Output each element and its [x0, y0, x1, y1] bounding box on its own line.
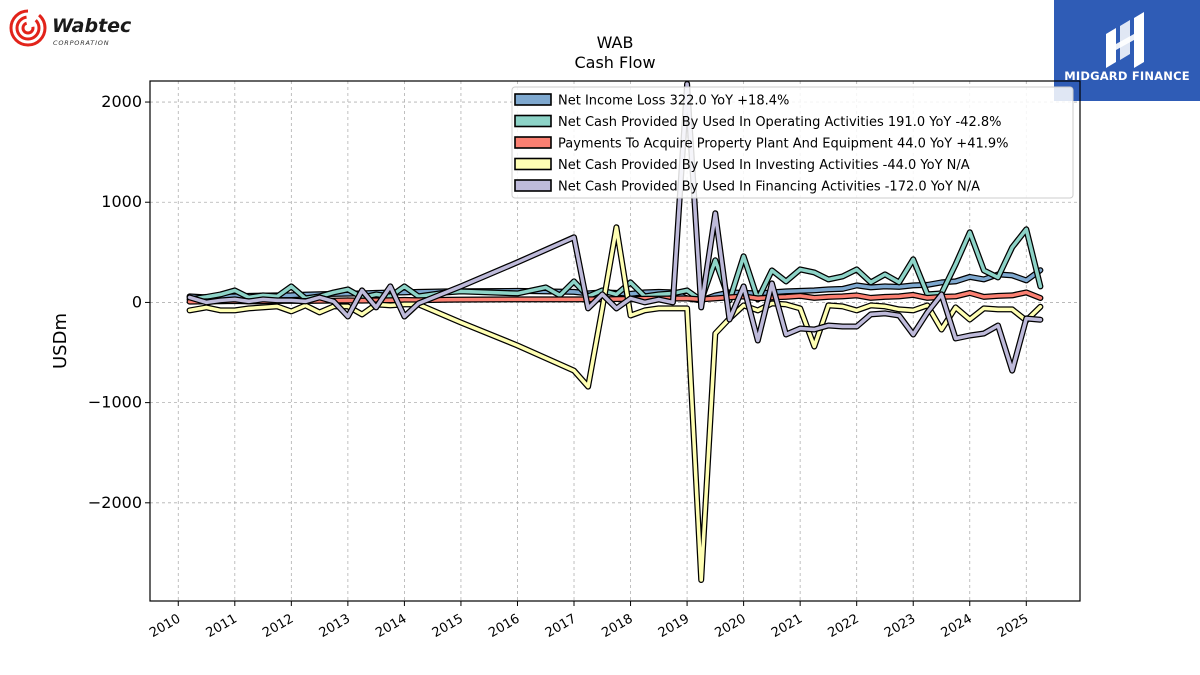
legend-swatch	[514, 93, 552, 106]
legend-box	[511, 86, 1074, 199]
legend: Net Income Loss 322.0 YoY +18.4% Net Cash…	[511, 86, 1074, 199]
x-tick-label: 2020	[712, 611, 748, 641]
legend-label: Payments To Acquire Property Plant And E…	[558, 137, 1009, 152]
chart-subtitle: Cash Flow	[574, 53, 655, 72]
x-tick-label: 2017	[543, 611, 579, 641]
y-tick-label: 0	[132, 292, 142, 311]
legend-swatch	[514, 114, 552, 128]
series-layer	[186, 81, 1044, 583]
x-axis-ticks: 2010 2011 2012 2013 2014 2015 2016 2017 2018 2019…	[147, 601, 1031, 641]
x-tick-label: 2014	[373, 611, 409, 641]
wabtec-logo-subtext: CORPORATION	[53, 39, 109, 47]
midgard-finance-logo-text: MIDGARD FINANCE	[1064, 69, 1190, 83]
legend-item: Net Income Loss 322.0 YoY +18.4%	[514, 93, 789, 109]
midgard-finance-logo: MIDGARD FINANCE	[1054, 0, 1200, 101]
series-line	[187, 82, 1043, 373]
x-tick-label: 2012	[260, 611, 296, 641]
x-tick-label: 2010	[147, 611, 183, 641]
plot-frame	[149, 80, 1081, 602]
x-tick-label: 2021	[769, 611, 805, 641]
x-tick-label: 2015	[430, 611, 466, 641]
x-tick-label: 2022	[826, 611, 862, 641]
legend-label: Net Cash Provided By Used In Financing A…	[558, 180, 980, 195]
x-tick-label: 2023	[882, 611, 918, 641]
y-tick-label: −2000	[88, 493, 142, 512]
x-tick-label: 2013	[317, 611, 353, 641]
chart-title: WAB	[597, 33, 634, 52]
legend-item: Net Cash Provided By Used In Investing A…	[514, 157, 970, 173]
y-tick-label: 1000	[101, 192, 142, 211]
legend-item: Net Cash Provided By Used In Operating A…	[514, 114, 1001, 130]
x-tick-label: 2024	[939, 611, 975, 641]
x-tick-label: 2018	[599, 611, 635, 641]
wabtec-logo-text: Wabtec	[52, 15, 132, 37]
x-tick-label: 2011	[204, 611, 240, 641]
series-5	[186, 81, 1044, 374]
legend-swatch	[514, 157, 552, 171]
y-tick-label: 2000	[101, 92, 142, 111]
legend-label: Net Income Loss 322.0 YoY +18.4%	[558, 94, 789, 109]
series-line	[187, 225, 1043, 582]
legend-item: Net Cash Provided By Used In Financing A…	[514, 179, 980, 195]
legend-item: Payments To Acquire Property Plant And E…	[514, 136, 1009, 152]
x-tick-label: 2016	[486, 611, 522, 641]
legend-swatch	[514, 179, 552, 192]
wabtec-logo: Wabtec CORPORATION	[6, 6, 146, 52]
y-axis-label: USDm	[50, 313, 71, 369]
x-tick-label: 2019	[656, 611, 692, 641]
legend-swatch	[514, 136, 552, 149]
x-tick-label: 2025	[995, 611, 1031, 641]
wabtec-logo-mark: Wabtec CORPORATION	[9, 9, 132, 47]
series-line-outline	[186, 224, 1044, 583]
legend-label: Net Cash Provided By Used In Investing A…	[558, 158, 970, 173]
y-tick-label: −1000	[88, 393, 142, 412]
series-4	[186, 224, 1044, 583]
y-axis-ticks: −2000 −1000 0 1000 2000	[88, 92, 150, 512]
midgard-finance-logo-mark	[1106, 12, 1144, 68]
legend-label: Net Cash Provided By Used In Operating A…	[558, 115, 1001, 130]
